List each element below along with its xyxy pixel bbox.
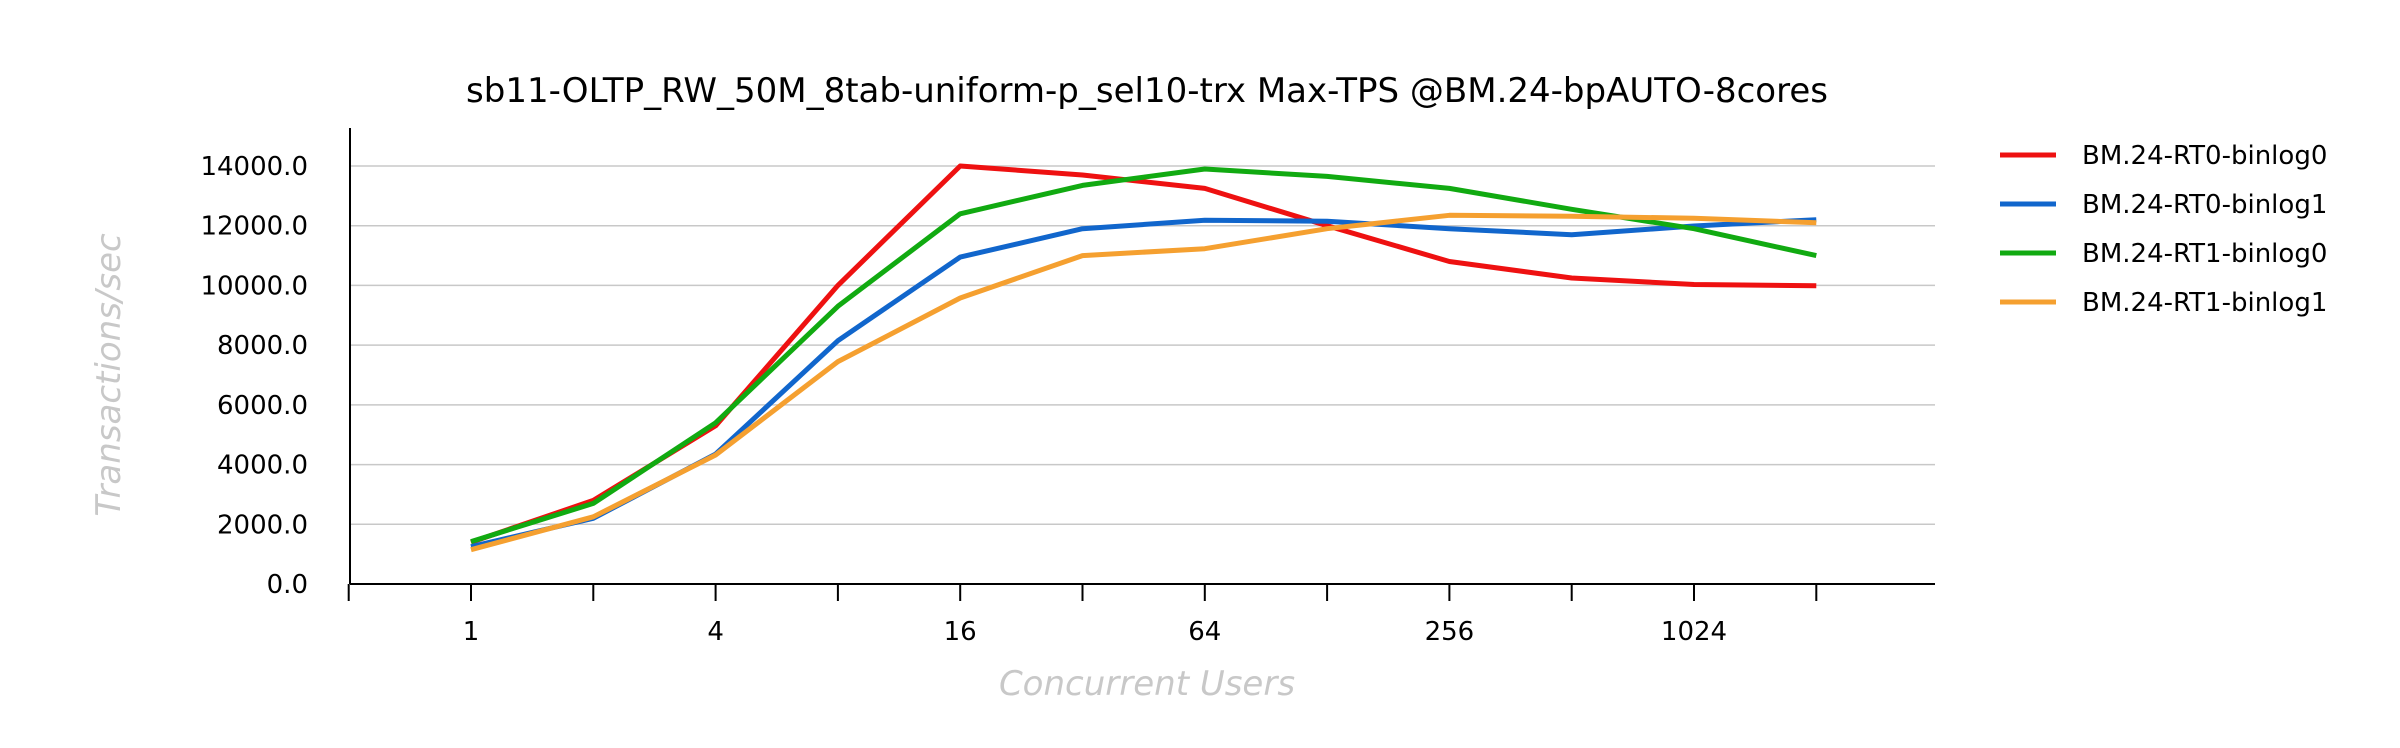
y-tick-label: 8000.0 <box>217 331 308 361</box>
x-tick-label: 4 <box>707 617 724 647</box>
series-line-BM.24-RT1-binlog1 <box>470 212 1817 553</box>
chart-title: sb11-OLTP_RW_50M_8tab-uniform-p_sel10-tr… <box>466 71 1828 111</box>
y-tick-label: 2000.0 <box>217 510 308 540</box>
legend-label: BM.24-RT1-binlog0 <box>2082 239 2327 269</box>
legend: BM.24-RT0-binlog0 BM.24-RT0-binlog1 BM.24-… <box>2000 141 2327 318</box>
x-axis-label: Concurrent Users <box>999 664 1295 704</box>
x-tick-label: 16 <box>944 617 977 647</box>
legend-label: BM.24-RT0-binlog1 <box>2082 190 2327 220</box>
x-tick-label: 1 <box>463 617 480 647</box>
x-tick-labels: 1 4 16 64 256 1024 <box>463 617 1727 647</box>
y-tick-label: 10000.0 <box>200 271 308 301</box>
x-tick-label: 64 <box>1188 617 1221 647</box>
y-tick-label: 12000.0 <box>200 212 308 242</box>
series-lines <box>470 163 1817 553</box>
legend-label: BM.24-RT0-binlog0 <box>2082 141 2327 171</box>
axes <box>347 128 1935 601</box>
legend-label: BM.24-RT1-binlog1 <box>2082 288 2327 318</box>
x-tick-label: 256 <box>1425 617 1475 647</box>
y-tick-label: 4000.0 <box>217 451 308 481</box>
y-tick-label: 0.0 <box>267 570 308 600</box>
y-tick-label: 14000.0 <box>200 152 308 182</box>
y-tick-label: 6000.0 <box>217 391 308 421</box>
y-axis-label: Transactions/sec <box>89 233 129 517</box>
y-tick-labels: 0.0 2000.0 4000.0 6000.0 8000.0 10000.0 12000.… <box>200 152 308 600</box>
series-line-BM.24-RT0-binlog1 <box>470 217 1817 550</box>
series-line-BM.24-RT1-binlog0 <box>470 166 1817 544</box>
x-tick-label: 1024 <box>1661 617 1727 647</box>
